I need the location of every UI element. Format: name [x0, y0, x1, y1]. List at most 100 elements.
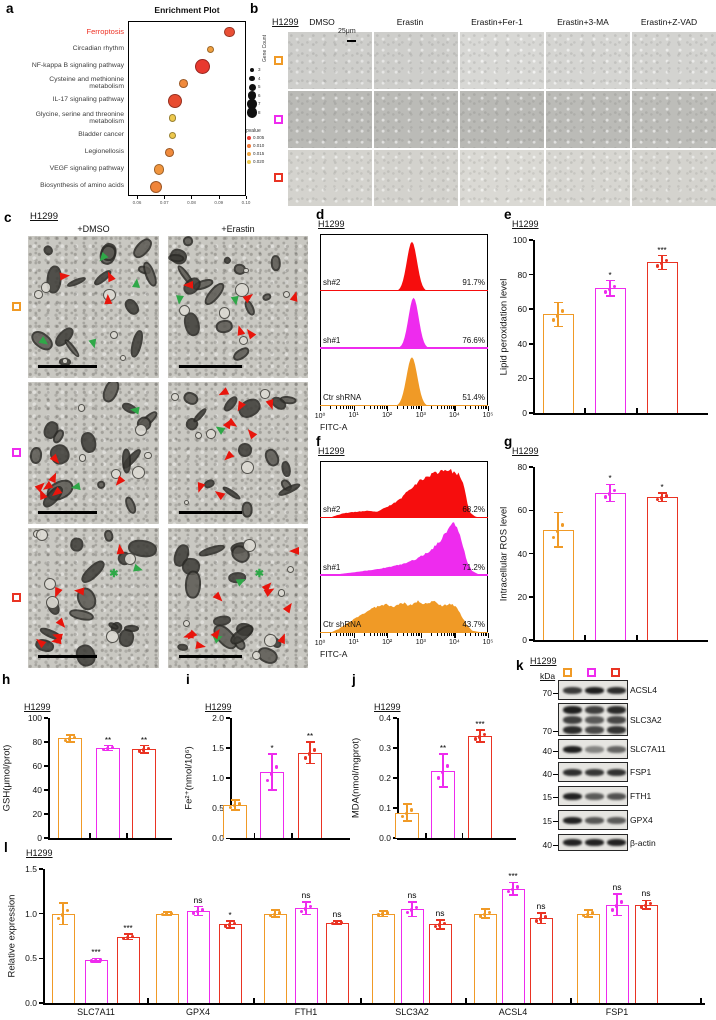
y-tick	[226, 837, 230, 839]
error-bar-cap	[162, 911, 172, 913]
x-tick-label: 0.10	[241, 200, 251, 205]
x-axis-line	[533, 640, 708, 642]
error-bar-line	[442, 754, 444, 787]
error-bar-cap	[435, 928, 445, 930]
x-tick-label: 10²	[382, 412, 393, 419]
tem-image	[28, 382, 159, 524]
data-point	[442, 921, 446, 926]
lane-marker-square	[563, 668, 572, 677]
x-minor-tick	[403, 633, 405, 636]
organelle-blob	[176, 643, 189, 653]
data-point	[160, 912, 164, 917]
vacuole-blob	[79, 454, 87, 462]
data-point	[191, 911, 195, 915]
error-bar-cap	[123, 938, 133, 941]
error-bar-cap	[657, 268, 667, 271]
data-point	[534, 919, 538, 923]
x-minor-tick	[486, 406, 488, 409]
x-tick-label: 10³	[415, 412, 426, 419]
significance-label: ns	[301, 890, 311, 901]
blot-band	[607, 768, 626, 776]
y-axis-line	[533, 240, 535, 415]
error-bar-cap	[641, 899, 651, 902]
data-point	[643, 903, 647, 908]
blot-band	[585, 745, 604, 753]
y-axis-title: Fe²⁺(nmol/10⁶)	[183, 746, 195, 810]
significance-label: ***	[91, 948, 101, 958]
flow-histogram-curve	[321, 522, 487, 576]
data-point	[232, 803, 236, 808]
group-label: GPX4	[185, 1007, 210, 1017]
vacuole-blob	[219, 307, 231, 319]
flow-histogram-curve	[321, 241, 487, 292]
flow-baseline	[320, 347, 488, 349]
red-arrowhead	[183, 280, 194, 289]
data-point	[72, 735, 76, 740]
kda-value: 15	[542, 792, 552, 802]
microscopy-image	[546, 32, 630, 89]
data-point	[555, 314, 559, 318]
data-point	[551, 535, 555, 540]
pathway-dot	[207, 45, 215, 53]
kda-tick	[553, 730, 558, 732]
x-minor-tick	[464, 406, 466, 409]
error-bar-cap	[270, 916, 280, 918]
data-point	[385, 911, 389, 915]
bar	[473, 913, 497, 1003]
vacuole-blob	[178, 305, 190, 317]
panel-label-a: a	[6, 1, 14, 16]
x-minor-tick	[350, 633, 352, 636]
vacuole-blob	[61, 358, 68, 365]
bar	[84, 960, 108, 1003]
data-point	[334, 921, 338, 925]
protein-label: GPX4	[630, 815, 653, 825]
data-point	[400, 814, 404, 819]
microscopy-image	[546, 91, 630, 148]
kda-tick	[553, 773, 558, 775]
data-point	[603, 495, 607, 499]
red-arrowhead	[50, 636, 62, 646]
organelle-blob	[95, 480, 106, 490]
x-between-tick	[253, 998, 255, 1003]
red-arrowhead	[195, 640, 208, 651]
red-arrowhead	[277, 631, 289, 644]
significance-label: ns	[332, 908, 342, 919]
error-bar-cap	[435, 919, 445, 921]
x-minor-tick	[379, 406, 381, 409]
y-tick-label: 0	[522, 635, 527, 645]
red-arrowhead	[283, 600, 296, 614]
unit-label: kDa	[540, 671, 556, 681]
legend-count-dot	[248, 83, 256, 91]
y-tick-label: 40	[517, 548, 527, 559]
significance-label: *	[228, 910, 232, 920]
cell-line-label: H1299	[530, 656, 557, 666]
organelle-blob	[262, 446, 282, 469]
blot-box	[558, 834, 628, 851]
blot-box	[558, 680, 628, 700]
x-minor-tick	[397, 633, 399, 636]
x-minor-tick	[363, 633, 365, 636]
vacuole-blob	[35, 529, 49, 542]
vacuole-blob	[144, 451, 152, 459]
y-tick	[529, 239, 533, 241]
data-point	[655, 264, 659, 268]
x-tick-label: 0.06	[132, 200, 142, 205]
treatment-label: Erastin+Z-VAD	[640, 17, 698, 27]
blot-box	[558, 786, 628, 806]
data-point	[482, 912, 486, 917]
legend-count-label: 5	[258, 84, 261, 89]
x-minor-tick	[346, 406, 348, 409]
pathway-dot	[194, 58, 211, 75]
blot-band	[607, 792, 626, 800]
error-bar-cap	[378, 910, 388, 912]
x-minor-tick	[417, 633, 419, 636]
significance-label: **	[306, 732, 314, 741]
lane-marker-square	[611, 668, 620, 677]
blot-band	[585, 768, 604, 776]
vacuole-blob	[264, 634, 277, 647]
panel-e-bar-lipid: H1299 Lipid peroxidation level 0 20 40 60 80 10…	[499, 208, 716, 434]
data-point	[265, 778, 269, 783]
y-tick	[393, 777, 397, 779]
x-major-tick	[353, 633, 355, 638]
blot-band	[607, 716, 626, 724]
